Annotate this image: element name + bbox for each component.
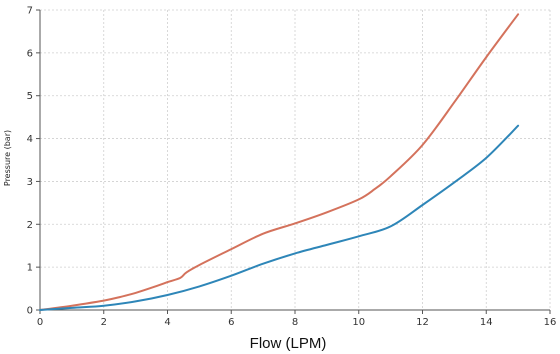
y-tick-label: 2 (27, 220, 33, 231)
x-tick-label: 6 (228, 317, 234, 328)
axes (36, 9, 551, 314)
y-tick-label: 3 (27, 177, 33, 188)
y-tick-label: 7 (27, 6, 33, 17)
x-tick-label: 12 (416, 317, 429, 328)
y-tick-label: 6 (27, 48, 33, 59)
x-tick-label: 10 (352, 317, 365, 328)
y-tick-label: 1 (27, 263, 33, 274)
y-axis-label: Pressure (bar) (3, 130, 12, 186)
x-tick-label: 16 (544, 317, 557, 328)
grid (40, 9, 551, 310)
y-tick-label: 0 (27, 306, 33, 317)
x-tick-label: 2 (101, 317, 107, 328)
x-tick-label: 14 (480, 317, 493, 328)
series-line-1 (39, 13, 520, 311)
x-tick-labels: 0 2 4 6 8 10 12 14 16 (37, 317, 557, 328)
x-tick-label: 0 (37, 317, 43, 328)
y-tick-label: 4 (27, 134, 33, 145)
series-line-2 (39, 124, 520, 311)
x-tick-label: 8 (292, 317, 298, 328)
x-axis-label: Flow (LPM) (250, 335, 327, 352)
series-lines (39, 13, 520, 311)
y-tick-label: 5 (27, 91, 33, 102)
x-tick-label: 4 (164, 317, 170, 328)
y-tick-labels: 0 1 2 3 4 5 6 7 (27, 6, 33, 317)
